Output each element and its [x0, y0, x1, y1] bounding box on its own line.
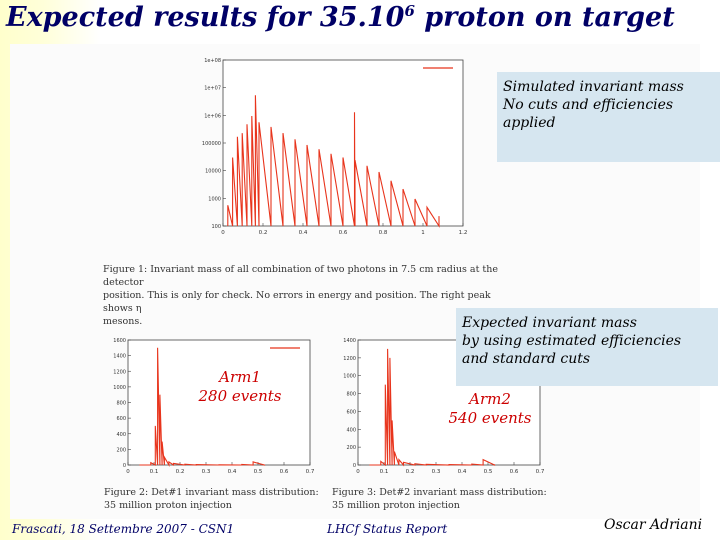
x-tick-label: 0.4	[458, 469, 467, 475]
y-tick-label: 100	[211, 224, 221, 230]
x-tick-label: 1.2	[459, 230, 468, 236]
figure3-caption: Figure 3: Det#2 invariant mass distribut…	[332, 487, 547, 511]
title-exponent: 6	[404, 2, 415, 20]
x-tick-label: 0.1	[150, 469, 159, 475]
y-tick-label: 400	[116, 432, 126, 438]
y-tick-label: 800	[116, 401, 126, 407]
footer-author: Oscar Adriani	[604, 517, 703, 533]
arm1-histogram: 0 0.1 0.2 0.3 0.4 0.5 0.6 0.7 0 200 400 600 800 1000 1…	[113, 338, 315, 475]
y-tick-label: 1600	[113, 338, 126, 344]
y-tick-label: 1400	[113, 354, 126, 360]
x-tick-label: 0.5	[254, 469, 263, 475]
histogram-series	[369, 348, 496, 467]
x-tick-label: 0.5	[484, 469, 493, 475]
x-tick-label: 1	[421, 230, 425, 236]
y-tick-label: 1200	[343, 356, 356, 362]
figure1-caption: Figure 1: Invariant mass of all combinat…	[103, 264, 498, 327]
x-tick-label: 0.1	[380, 469, 389, 475]
y-tick-label: 200	[116, 447, 126, 453]
y-tick-label: 0	[353, 463, 356, 469]
y-tick-label: 100000	[202, 141, 221, 147]
y-tick-label: 1e+07	[204, 86, 221, 92]
x-tick-label: 0.2	[259, 230, 268, 236]
y-tick-label: 10000	[205, 169, 221, 175]
figure2-caption: Figure 2: Det#1 invariant mass distribut…	[104, 487, 319, 511]
x-tick-label: 0.2	[406, 469, 415, 475]
arm2-label: Arm2 540 events	[448, 390, 532, 427]
x-tick-label: 0.4	[299, 230, 308, 236]
footer-event: Frascati, 18 Settembre 2007 - CSN1	[12, 522, 235, 536]
footer-report-title: LHCf Status Report	[327, 522, 448, 536]
x-tick-label: 0.3	[432, 469, 441, 475]
x-tick-label: 0.2	[176, 469, 185, 475]
y-tick-label: 1000	[208, 196, 221, 202]
y-tick-label: 1200	[113, 369, 126, 375]
x-tick-label: 0.7	[306, 469, 315, 475]
x-tick-label: 0.8	[379, 230, 388, 236]
x-tick-label: 0	[126, 469, 130, 475]
y-tick-label: 800	[346, 392, 356, 398]
x-tick-label: 0.4	[228, 469, 237, 475]
y-tick-label: 400	[346, 427, 356, 433]
invariant-mass-histogram: 0 0.2 0.4 0.6 0.8 1 1.2 1e+08 1e+07 1e+06 100000 10…	[202, 58, 468, 236]
y-tick-label: 1400	[343, 338, 356, 344]
arm1-label: Arm1 280 events	[198, 368, 282, 405]
slide-title: Expected results for 35.106 proton on ta…	[6, 2, 675, 33]
y-tick-label: 600	[116, 416, 126, 422]
x-tick-label: 0.6	[339, 230, 348, 236]
y-tick-label: 1000	[113, 385, 126, 391]
y-tick-label: 200	[346, 445, 356, 451]
expected-mass-note: Expected invariant mass by using estimat…	[456, 308, 718, 386]
x-tick-label: 0	[356, 469, 360, 475]
y-tick-label: 1e+06	[204, 113, 221, 119]
x-tick-label: 0.6	[510, 469, 519, 475]
y-tick-label: 1e+08	[204, 58, 221, 64]
histogram-series	[227, 95, 440, 228]
histogram-series	[139, 347, 266, 468]
y-tick-label: 600	[346, 409, 356, 415]
y-tick-label: 1000	[343, 374, 356, 380]
x-tick-label: 0.3	[202, 469, 211, 475]
x-tick-label: 0	[221, 230, 225, 236]
x-tick-label: 0.6	[280, 469, 289, 475]
simulated-mass-note: Simulated invariant mass No cuts and eff…	[497, 72, 720, 162]
y-tick-label: 0	[123, 463, 126, 469]
x-tick-label: 0.7	[536, 469, 545, 475]
